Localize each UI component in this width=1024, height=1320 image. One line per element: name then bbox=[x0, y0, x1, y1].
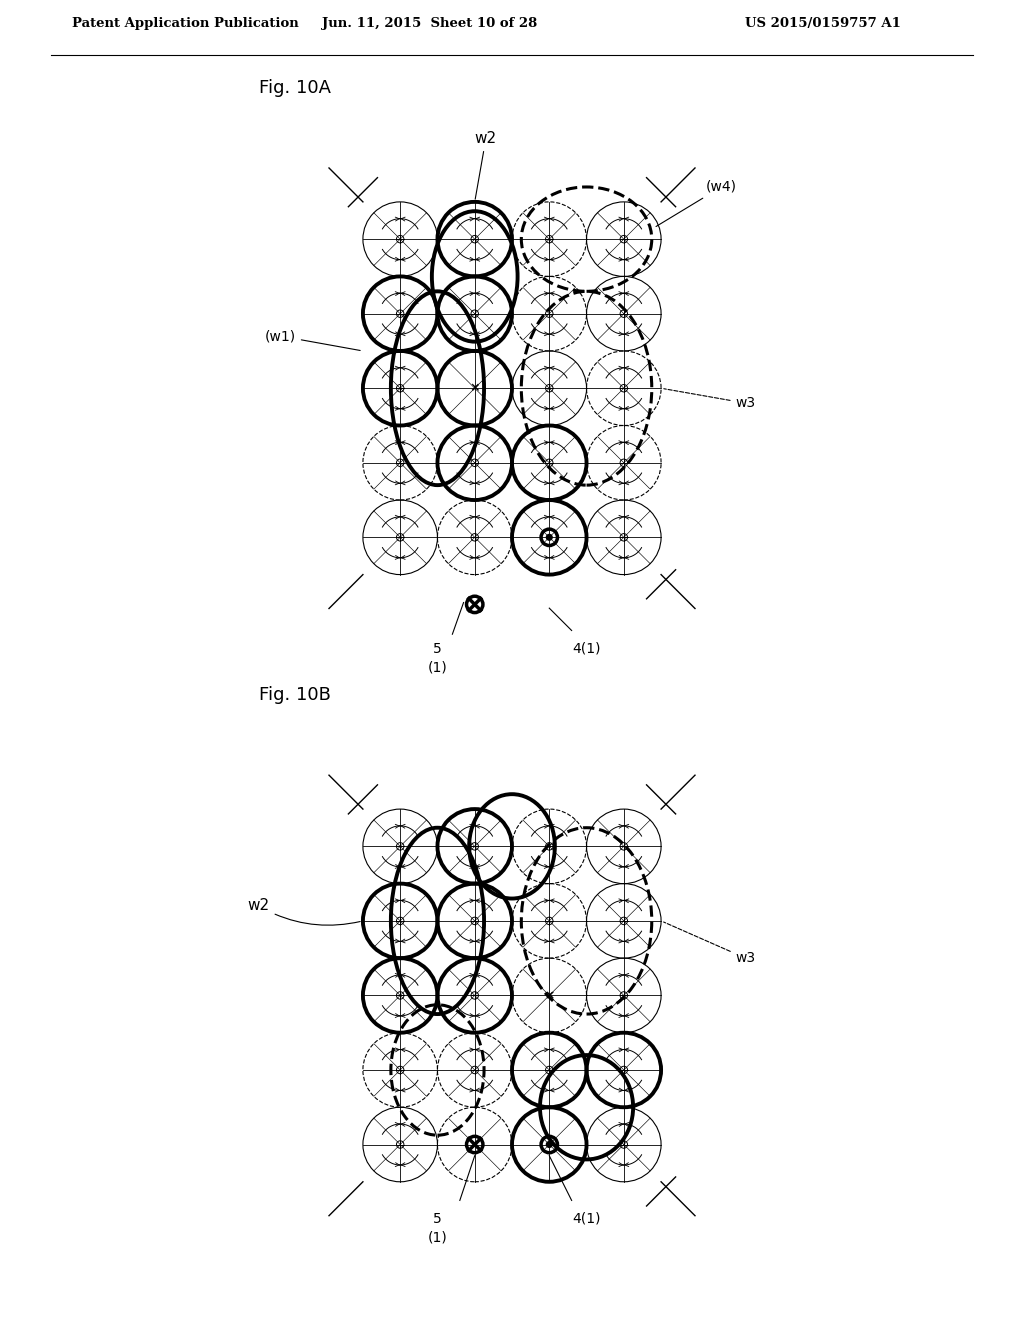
Text: 4(1): 4(1) bbox=[572, 642, 601, 656]
Text: (w4): (w4) bbox=[656, 180, 737, 227]
Text: ×: × bbox=[469, 381, 480, 395]
Text: (1): (1) bbox=[428, 1230, 447, 1245]
Text: (1): (1) bbox=[428, 660, 447, 675]
Circle shape bbox=[547, 535, 552, 540]
Text: w3: w3 bbox=[664, 921, 756, 965]
Text: ×: × bbox=[470, 383, 479, 393]
Text: w2: w2 bbox=[248, 899, 360, 925]
Text: Patent Application Publication: Patent Application Publication bbox=[72, 17, 298, 30]
Text: (w1): (w1) bbox=[265, 329, 360, 351]
Text: 5: 5 bbox=[433, 642, 441, 656]
Text: ×: × bbox=[545, 990, 554, 1001]
Text: 5: 5 bbox=[433, 1212, 441, 1225]
Text: Jun. 11, 2015  Sheet 10 of 28: Jun. 11, 2015 Sheet 10 of 28 bbox=[323, 17, 538, 30]
Circle shape bbox=[547, 1142, 552, 1147]
Text: w2: w2 bbox=[475, 131, 497, 199]
Text: w3: w3 bbox=[664, 388, 756, 411]
Text: US 2015/0159757 A1: US 2015/0159757 A1 bbox=[745, 17, 901, 30]
Text: 4(1): 4(1) bbox=[572, 1212, 601, 1225]
Text: Fig. 10B: Fig. 10B bbox=[258, 686, 331, 704]
Text: ×: × bbox=[544, 989, 555, 1002]
Text: Fig. 10A: Fig. 10A bbox=[258, 79, 331, 96]
